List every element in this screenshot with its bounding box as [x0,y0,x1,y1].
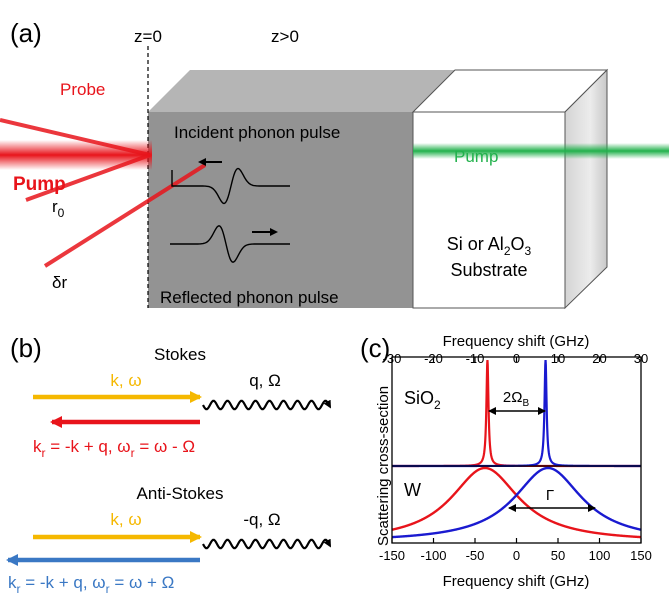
probe-beams [0,118,207,268]
bottom-axis-tick-label: -150 [379,548,405,563]
probe-reflected-r0 [25,153,151,202]
bottom-axis-tick-label: 50 [551,548,565,563]
panel-b: (b) Stokes k, ω q, Ω kr = -k + q, ωr = ω… [6,333,331,595]
reflected-phonon-pulse [170,225,290,263]
panel-c-label: (c) [360,333,390,363]
sio2-stokes-peak [392,359,641,468]
incident-phonon-pulse [171,167,290,205]
antistokes-title: Anti-Stokes [137,484,224,503]
substrate-side-face [564,68,608,310]
antistokes-phonon-wave [202,538,331,550]
top-axis-ticks: -30 -20 -10 0 10 20 30 [383,351,649,366]
antistokes-incident-label: k, ω [110,510,141,529]
thin-film-block [148,70,455,308]
pump-left-label: Pump [13,174,66,195]
w-stokes-peak [391,466,642,539]
panel-a: (a) z=0 z>0 Probe Pump r0 δr Incident ph [0,18,669,310]
top-axis-tick-label: -20 [424,351,443,366]
top-axis-tick-label: 0 [513,351,520,366]
zpos-label: z>0 [271,27,299,46]
gamma-label: Γ [546,487,554,504]
probe-reflected-dr [43,163,207,268]
stokes-relation: kr = -k + q, ωr = ω - Ω [33,437,195,460]
bottom-axis-tick-label: 0 [513,548,520,563]
delta-r-label: δr [52,273,67,292]
top-axis-tick-label: 10 [551,351,565,366]
sio2-label: SiO2 [404,388,441,412]
bottom-axis-tick-label: 150 [630,548,652,563]
bottom-axis-ticks: -150 -100 -50 0 50 100 150 [379,538,652,563]
stokes-title: Stokes [154,345,206,364]
film-front-face [148,112,413,308]
r0-label: r0 [52,197,65,220]
omega-b-label: 2ΩB [503,389,530,409]
pump-beam-left [0,140,152,170]
probe-incident-beam [0,118,151,157]
substrate-material-label: Si or Al2O3 [447,234,532,258]
stokes-incident-label: k, ω [110,371,141,390]
panel-b-label: (b) [10,333,42,363]
bottom-axis-title: Frequency shift (GHz) [443,573,590,590]
bottom-axis-tick-label: -100 [420,548,446,563]
pump-right-label: Pump [454,147,498,166]
film-top-face [148,70,455,112]
bottom-axis-tick-label: -50 [466,548,485,563]
antistokes-relation: kr = -k + q, ωr = ω + Ω [8,573,174,595]
w-label: W [404,480,421,500]
panel-c: (c) Frequency shift (GHz) Frequency shif… [360,333,652,590]
probe-label: Probe [60,80,105,99]
pump-beam-right [413,143,669,159]
top-axis-tick-label: 20 [592,351,606,366]
sio2-antistokes-peak [392,359,641,468]
top-axis-tick-label: -10 [466,351,485,366]
plot-frame [391,356,642,544]
panel-a-label: (a) [10,18,42,48]
y-axis-title: Scattering cross-section [375,386,392,546]
bottom-axis-tick-label: 100 [589,548,611,563]
z0-label: z=0 [134,27,162,46]
stokes-phonon-label: q, Ω [249,371,281,390]
top-axis-title: Frequency shift (GHz) [443,333,590,350]
incident-pulse-label: Incident phonon pulse [174,123,340,142]
substrate-label: Substrate [450,260,527,280]
antistokes-phonon-label: -q, Ω [243,510,280,529]
stokes-phonon-wave [202,399,331,411]
w-antistokes-peak [391,466,642,539]
reflected-pulse-label: Reflected phonon pulse [160,288,339,307]
